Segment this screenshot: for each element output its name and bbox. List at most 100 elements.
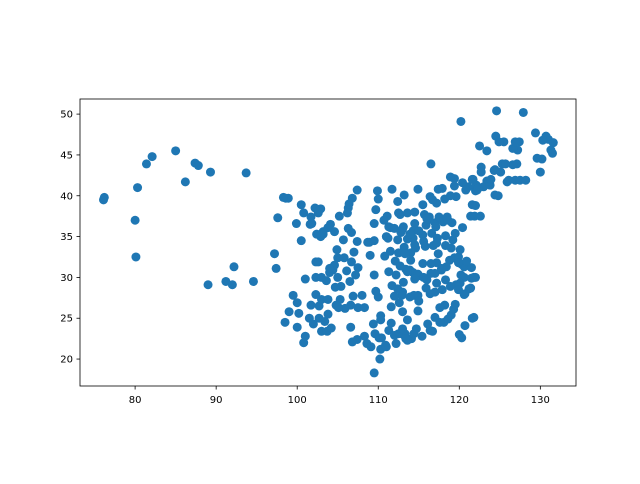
data-point: [278, 192, 288, 202]
data-point: [461, 185, 471, 195]
data-point: [458, 223, 468, 233]
data-point: [426, 159, 436, 169]
data-point: [342, 266, 352, 276]
data-point: [475, 141, 485, 151]
data-point: [395, 210, 405, 220]
data-point: [490, 190, 500, 200]
data-point: [446, 243, 456, 253]
data-point: [368, 319, 378, 329]
data-point: [347, 337, 357, 347]
data-point: [373, 194, 383, 204]
data-point: [325, 263, 335, 273]
data-point: [410, 207, 420, 217]
data-point: [548, 138, 558, 148]
data-point: [284, 307, 294, 317]
data-point: [383, 233, 393, 243]
data-point: [400, 249, 410, 259]
data-point: [433, 249, 443, 259]
data-point: [475, 211, 485, 221]
data-point: [130, 215, 140, 225]
data-point: [193, 161, 203, 171]
data-point: [312, 229, 322, 239]
data-point: [441, 275, 451, 285]
data-point: [352, 236, 362, 246]
data-point: [391, 270, 401, 280]
data-point: [410, 274, 420, 284]
data-point: [311, 290, 321, 300]
data-point: [271, 263, 281, 273]
data-point: [466, 211, 476, 221]
data-point: [384, 267, 394, 277]
data-point: [353, 263, 363, 273]
data-point: [347, 257, 357, 267]
data-point: [500, 159, 510, 169]
data-point: [405, 292, 415, 302]
data-point: [410, 240, 420, 250]
data-point: [414, 296, 424, 306]
data-point: [357, 290, 367, 300]
data-point: [432, 238, 442, 248]
data-point: [346, 322, 356, 332]
data-point: [538, 135, 548, 145]
data-point: [389, 291, 399, 301]
data-point: [385, 246, 395, 256]
data-point: [329, 227, 339, 237]
data-point: [482, 146, 492, 156]
data-point: [171, 146, 181, 156]
data-point: [359, 303, 369, 313]
data-point: [343, 223, 353, 233]
data-point: [308, 319, 318, 329]
data-point: [292, 298, 302, 308]
x-tick-label: 110: [369, 395, 388, 406]
data-point: [300, 274, 310, 284]
axes-frame: [79, 98, 577, 387]
data-point: [399, 242, 409, 252]
data-point: [410, 219, 420, 229]
data-point: [393, 196, 403, 206]
data-point: [323, 294, 333, 304]
data-point: [521, 175, 531, 185]
data-point: [508, 160, 518, 170]
data-point: [386, 318, 396, 328]
data-point: [413, 306, 423, 316]
data-point: [453, 258, 463, 268]
data-point: [433, 184, 443, 194]
data-point: [131, 252, 141, 262]
data-point: [306, 212, 316, 222]
data-point: [339, 253, 349, 263]
data-point: [397, 290, 407, 300]
data-point: [434, 212, 444, 222]
data-point: [420, 241, 430, 251]
data-point: [467, 200, 477, 210]
data-point: [449, 181, 459, 191]
data-point: [398, 277, 408, 287]
data-point: [323, 309, 333, 319]
data-point: [431, 222, 441, 232]
data-point: [326, 323, 336, 333]
data-point: [504, 175, 514, 185]
data-point: [99, 192, 109, 202]
data-point: [462, 256, 472, 266]
data-point: [349, 247, 359, 257]
data-point: [369, 368, 379, 378]
data-point: [428, 195, 438, 205]
points-layer: [99, 106, 558, 378]
y-tick-label: 40: [60, 191, 73, 202]
data-point: [359, 331, 369, 341]
data-point: [241, 168, 251, 178]
data-point: [299, 208, 309, 218]
data-point: [393, 235, 403, 245]
data-point: [296, 200, 306, 210]
data-point: [459, 290, 469, 300]
data-point: [398, 307, 408, 317]
data-point: [248, 276, 258, 286]
data-point: [180, 177, 190, 187]
x-tick-label: 130: [531, 395, 550, 406]
data-point: [379, 215, 389, 225]
data-point: [418, 259, 428, 269]
data-point: [456, 116, 466, 126]
data-point: [454, 330, 464, 340]
data-point: [332, 245, 342, 255]
data-point: [413, 184, 423, 194]
